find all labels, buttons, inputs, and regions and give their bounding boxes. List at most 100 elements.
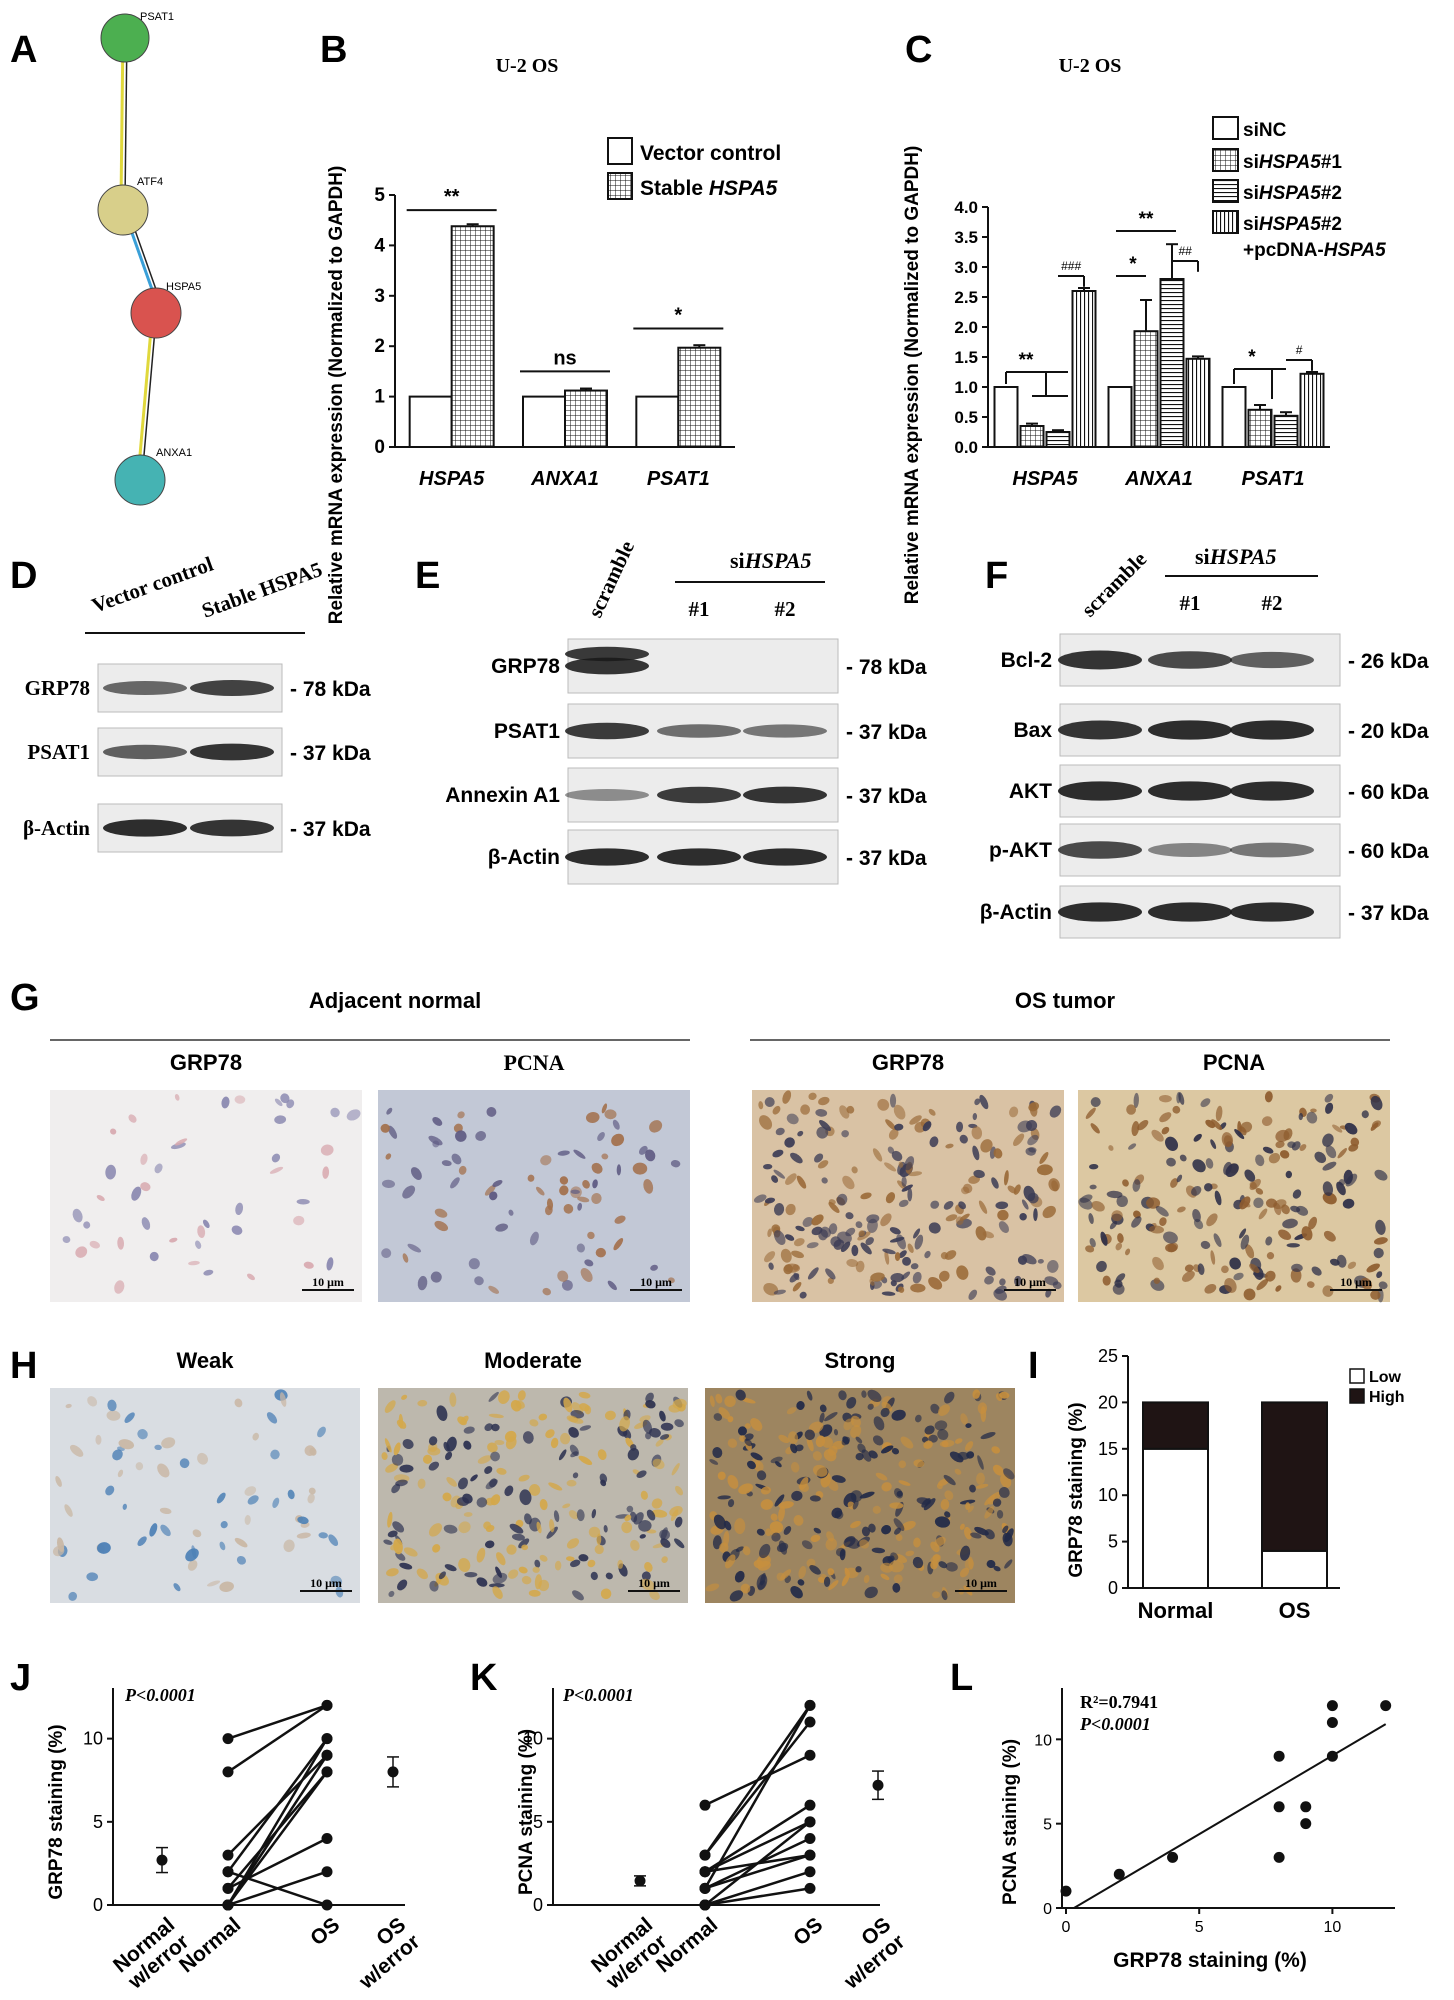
cell-nucleus [558,1449,567,1461]
cell-nucleus [1033,1208,1038,1222]
p-value: P<0.0001 [1079,1714,1151,1734]
cell-nucleus [819,1404,827,1413]
cell-nucleus [1210,1139,1217,1150]
cell-nucleus [944,1391,955,1404]
cell-nucleus [490,1451,500,1462]
row-label: Bcl-2 [1001,649,1052,672]
cell-nucleus [785,1173,797,1185]
cell-nucleus [1258,1208,1268,1220]
cell-nucleus [661,1556,668,1563]
cell-nucleus [891,1409,906,1421]
cell-nucleus [141,1217,151,1230]
cell-nucleus [463,1426,475,1434]
cell-nucleus [1146,1197,1161,1209]
cell-nucleus [436,1405,448,1421]
y-axis-label: Relative mRNA expression (Normalized to … [326,166,347,625]
cell-nucleus [956,1121,964,1133]
cell-nucleus [1159,1094,1172,1103]
cell-nucleus [244,1514,251,1525]
cell-nucleus [590,1571,598,1581]
scale-bar-label: 10 μm [310,1576,342,1590]
blot-band [1058,720,1142,740]
data-point [222,1882,234,1894]
bar [1133,330,1159,449]
cell-nucleus [386,1107,393,1115]
y-axis-label: PCNA staining (%) [516,1729,537,1895]
pair-line [227,1704,328,1773]
cell-nucleus [980,1139,993,1153]
blot-band [190,743,274,761]
cell-nucleus [881,1445,894,1454]
cell-nucleus [269,1166,284,1174]
cell-nucleus [527,1174,535,1182]
legend-label: siHSPA5#2 [1243,183,1342,204]
cell-nucleus [559,1176,569,1185]
cell-nucleus [734,1518,746,1535]
cell-nucleus [839,1105,850,1119]
cell-nucleus [629,1511,638,1523]
cell-nucleus [674,1538,685,1549]
cell-nucleus [705,1583,720,1592]
cell-nucleus [197,1452,209,1465]
cell-nucleus [398,1413,404,1429]
cell-nucleus [949,1451,964,1463]
x-tick-label: 5 [1195,1919,1204,1936]
cell-nucleus [149,1251,159,1262]
cell-nucleus [1366,1263,1380,1273]
cell-nucleus [402,1185,416,1199]
cell-nucleus [1044,1276,1059,1286]
cell-nucleus [913,1459,925,1468]
cell-nucleus [938,1404,950,1416]
cell-nucleus [1286,1243,1300,1248]
cell-nucleus [840,1241,851,1253]
cell-nucleus [463,1440,472,1450]
cell-nucleus [1370,1290,1381,1300]
cell-nucleus [858,1230,865,1237]
cell-nucleus [797,1579,805,1586]
size-label: - 60 kDa [1348,781,1429,804]
cell-nucleus [270,1449,280,1460]
cell-nucleus [713,1514,726,1530]
cell-nucleus [1159,1217,1167,1226]
cell-nucleus [986,1559,996,1569]
cell-nucleus [959,1567,970,1578]
cell-nucleus [880,1407,890,1418]
cell-nucleus [1019,1212,1027,1221]
image-label: Strong [825,1348,896,1373]
cell-nucleus [395,1551,406,1561]
cell-nucleus [833,1428,839,1436]
cell-nucleus [855,1566,862,1573]
image-label: GRP78 [170,1050,242,1075]
y-tick-label: 10 [1098,1485,1118,1505]
cell-nucleus [557,1150,570,1156]
cell-nucleus [1125,1248,1131,1256]
cell-nucleus [517,1390,526,1401]
cell-nucleus [55,1476,62,1487]
cell-nucleus [864,1586,878,1599]
cell-nucleus [907,1187,913,1202]
cell-nucleus [1192,1159,1206,1173]
cell-nucleus [519,1489,532,1506]
cell-nucleus [468,1258,480,1270]
cell-nucleus [611,1133,625,1147]
cell-nucleus [783,1264,793,1275]
significance-label: * [674,305,682,327]
cell-nucleus [884,1162,897,1172]
legend-swatch [1349,1388,1365,1404]
cell-nucleus [645,1400,656,1409]
cell-nucleus [827,1568,835,1576]
cell-nucleus [838,1390,847,1401]
cell-nucleus [287,1489,295,1500]
cell-nucleus [913,1537,921,1548]
cell-nucleus [578,1391,591,1399]
data-point [321,1899,333,1911]
cell-nucleus [712,1447,723,1459]
cell-nucleus [568,1427,579,1438]
cell-nucleus [1131,1121,1140,1137]
cell-nucleus [1111,1210,1123,1222]
cell-nucleus [930,1403,940,1414]
y-axis-label: GRP78 staining (%) [46,1724,67,1899]
cell-nucleus [669,1506,683,1517]
cell-nucleus [923,1498,936,1511]
image-label: GRP78 [872,1050,944,1075]
